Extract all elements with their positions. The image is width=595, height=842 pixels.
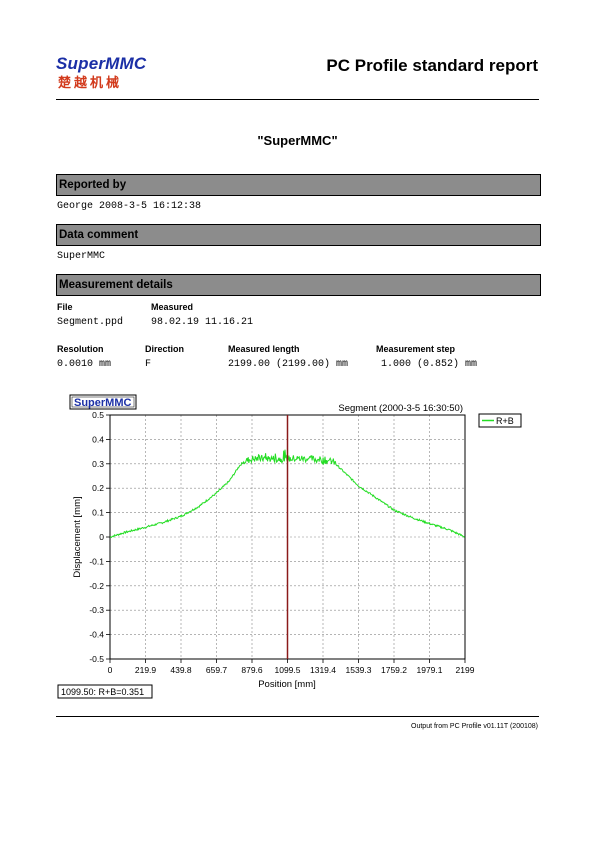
x-tick-label: 0 bbox=[108, 665, 113, 675]
y-tick-label: 0 bbox=[99, 532, 104, 542]
y-tick-label: 0.5 bbox=[92, 410, 104, 420]
logo-chinese-text: 楚越机械 bbox=[58, 76, 123, 91]
profile-chart: 0.5 0.4 0.3 0.2 0.1 0 -0.1 -0.2 -0.3 -0.4 -0.5 0 21… bbox=[57, 394, 522, 699]
file-label: File bbox=[57, 302, 73, 312]
y-tick-label: -0.5 bbox=[89, 654, 104, 664]
y-tick-label: -0.1 bbox=[89, 556, 104, 566]
y-axis-label: Displacement [mm] bbox=[72, 496, 83, 577]
file-value: Segment.ppd bbox=[57, 317, 124, 328]
x-tick-label: 1759.2 bbox=[381, 665, 407, 675]
footer-text: Output from PC Profile v01.11T (200108) bbox=[411, 723, 538, 730]
cursor-readout: 1099.50: R+B=0.351 bbox=[61, 687, 144, 697]
measured-length-label: Measured length bbox=[228, 344, 300, 354]
logo-text: SuperMMC bbox=[56, 54, 147, 73]
x-tick-label: 1979.1 bbox=[417, 665, 443, 675]
x-axis-ticks: 0 219.9 439.8 659.7 879.6 1099.5 1319.4 1539.3 1… bbox=[108, 659, 475, 675]
data-comment-value: SuperMMC bbox=[57, 251, 106, 262]
x-tick-label: 1539.3 bbox=[346, 665, 372, 675]
y-tick-label: -0.2 bbox=[89, 581, 104, 591]
measurement-step-value: 1.000 (0.852) mm bbox=[381, 359, 478, 370]
chart-badge-frame bbox=[69, 394, 137, 410]
x-tick-label: 1099.5 bbox=[275, 665, 301, 675]
report-title: PC Profile standard report bbox=[326, 56, 538, 75]
measured-length-value: 2199.00 (2199.00) mm bbox=[228, 359, 349, 370]
document-title: "SuperMMC" bbox=[257, 133, 338, 148]
legend-box bbox=[478, 413, 522, 428]
chart-title: Segment (2000-3-5 16:30:50) bbox=[338, 403, 463, 414]
header-divider bbox=[56, 99, 539, 100]
x-tick-label: 2199 bbox=[456, 665, 475, 675]
y-axis-ticks: 0.5 0.4 0.3 0.2 0.1 0 -0.1 -0.2 -0.3 -0.4 -0.5 bbox=[89, 410, 110, 664]
resolution-label: Resolution bbox=[57, 344, 104, 354]
chart-badge: SuperMMC bbox=[74, 397, 132, 409]
x-tick-label: 1319.4 bbox=[310, 665, 336, 675]
direction-label: Direction bbox=[145, 344, 185, 354]
y-tick-label: -0.4 bbox=[89, 630, 104, 640]
direction-value: F bbox=[145, 359, 152, 370]
readout-box bbox=[57, 684, 153, 699]
section-measurement-details: Measurement details bbox=[56, 274, 541, 296]
x-tick-label: 879.6 bbox=[241, 665, 263, 675]
measured-value: 98.02.19 11.16.21 bbox=[151, 317, 254, 328]
y-tick-label: 0.4 bbox=[92, 434, 104, 444]
y-tick-label: 0.3 bbox=[92, 459, 104, 469]
resolution-value: 0.0010 mm bbox=[57, 359, 112, 370]
y-tick-label: 0.2 bbox=[92, 483, 104, 493]
x-axis-label: Position [mm] bbox=[258, 679, 316, 690]
section-data-comment: Data comment bbox=[56, 224, 541, 246]
measured-label: Measured bbox=[151, 302, 194, 312]
reported-by-value: George 2008-3-5 16:12:38 bbox=[57, 201, 202, 212]
legend-label: R+B bbox=[496, 416, 514, 426]
x-tick-label: 659.7 bbox=[206, 665, 228, 675]
measurement-step-label: Measurement step bbox=[376, 344, 456, 354]
y-tick-label: -0.3 bbox=[89, 605, 104, 615]
section-reported-by: Reported by bbox=[56, 174, 541, 196]
y-tick-label: 0.1 bbox=[92, 508, 104, 518]
x-tick-label: 439.8 bbox=[170, 665, 192, 675]
x-tick-label: 219.9 bbox=[135, 665, 157, 675]
footer-divider bbox=[56, 716, 539, 717]
